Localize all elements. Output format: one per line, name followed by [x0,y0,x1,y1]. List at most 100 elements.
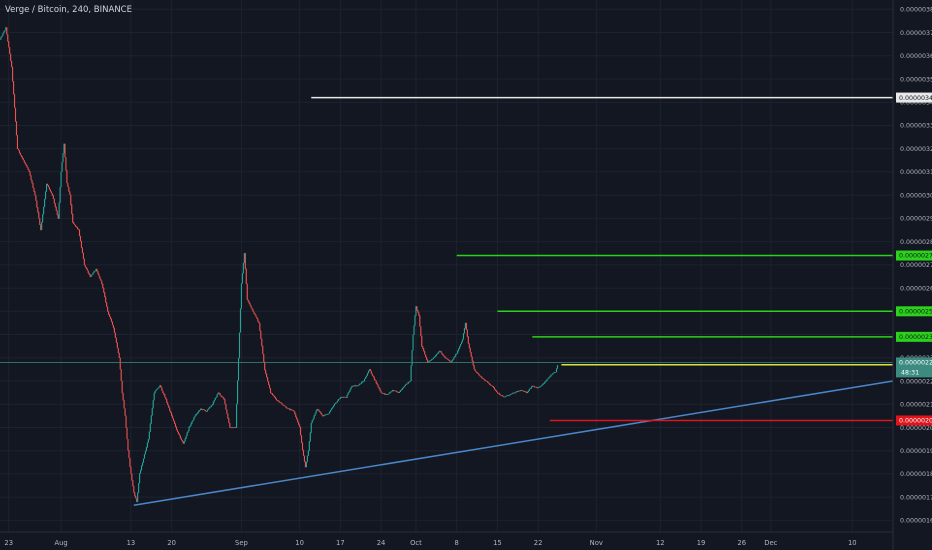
candle-body [534,386,536,388]
candle-body [379,388,381,392]
candle-body [136,498,138,502]
y-tick-label: 0.00000210 [900,402,932,409]
candle-body [370,370,372,374]
candle-body [182,441,184,444]
time-axis[interactable]: 23 Aug 13 20 Sep 10 17 24 Oct 8 15 22 Nov 12 19 26 Dec 10 [4,539,856,547]
candle-body [302,450,305,456]
candle-body [52,195,54,199]
candle-body [173,420,176,424]
candle-body [295,413,297,417]
candle-body [132,480,134,487]
candle-body [241,273,243,284]
candle-body [227,413,229,419]
candle-body [475,371,477,372]
candle-body [97,271,99,274]
candle-body [120,369,122,381]
y-tick-label: 0.00000190 [900,448,932,455]
candle-body [181,440,183,442]
y-tick-label: 0.00000280 [900,239,932,246]
candle-body [103,287,105,293]
candle-body [195,414,197,417]
candle-body [499,394,501,396]
candle-body [424,351,426,355]
candle-body [178,433,180,436]
candle-body [188,426,190,431]
candle-body [418,312,420,316]
candle-body [23,160,25,163]
candle-body [165,397,167,400]
candle-body [517,391,519,392]
candle-body [461,339,464,342]
candle-body [272,395,274,396]
candle-body [105,296,107,303]
candle-body [333,403,336,406]
candle-body [434,355,436,357]
candle-body [203,409,205,410]
candle-body [239,308,242,333]
candle-body [355,385,357,387]
candle-body [380,391,382,393]
candle-body [141,462,144,466]
candle-body [21,156,23,159]
candle-body [124,408,126,416]
candle-body [87,270,89,274]
candle-body [135,496,137,499]
candle-body [386,394,388,395]
candle-body [177,431,179,434]
candle-body [187,430,189,433]
candle-body [204,409,206,411]
candle-body [444,356,446,358]
candle-body [428,360,431,362]
candle-body [468,343,470,349]
candle-body [6,27,8,35]
candle-body [346,394,348,398]
candle-body [151,408,153,416]
candle-body [422,346,424,349]
candle-body [467,336,469,344]
candle-body [146,442,148,448]
candle-body [2,33,4,36]
candle-body [4,30,6,32]
candle-body [464,322,466,329]
candle-body [240,283,242,309]
candle-body [211,404,213,406]
candle-body [150,415,152,424]
chart-title: Verge / Bitcoin, 240, BINANCE [5,5,132,15]
candle-body [454,356,456,358]
candle-body [166,399,168,403]
candle-body [296,416,298,420]
candle-body [364,378,366,382]
candle-body [113,328,115,333]
candle-body [524,391,527,393]
candle-body [385,394,387,395]
candle-body [437,352,439,354]
candle-body [433,356,435,358]
candle-body [456,353,458,355]
x-tick-label: Oct [410,539,422,547]
candle-body [338,398,340,400]
candle-body [251,307,253,310]
candle-body [432,357,434,359]
candle-body [343,396,345,398]
candle-body [249,303,251,306]
candle-body [417,310,419,313]
x-tick-label: 8 [455,539,459,547]
candle-body [37,207,39,213]
candle-body [10,53,12,61]
candle-body [83,258,85,266]
candle-body [353,385,355,387]
candle-body [148,431,150,440]
candle-body [40,224,42,230]
candle-body [492,386,495,388]
candle-body [17,148,19,151]
candle-body [47,185,50,188]
candle-body [77,229,80,230]
candle-body [505,396,507,397]
candle-body [7,34,9,42]
candle-body [157,388,159,389]
candle-body [89,274,91,277]
